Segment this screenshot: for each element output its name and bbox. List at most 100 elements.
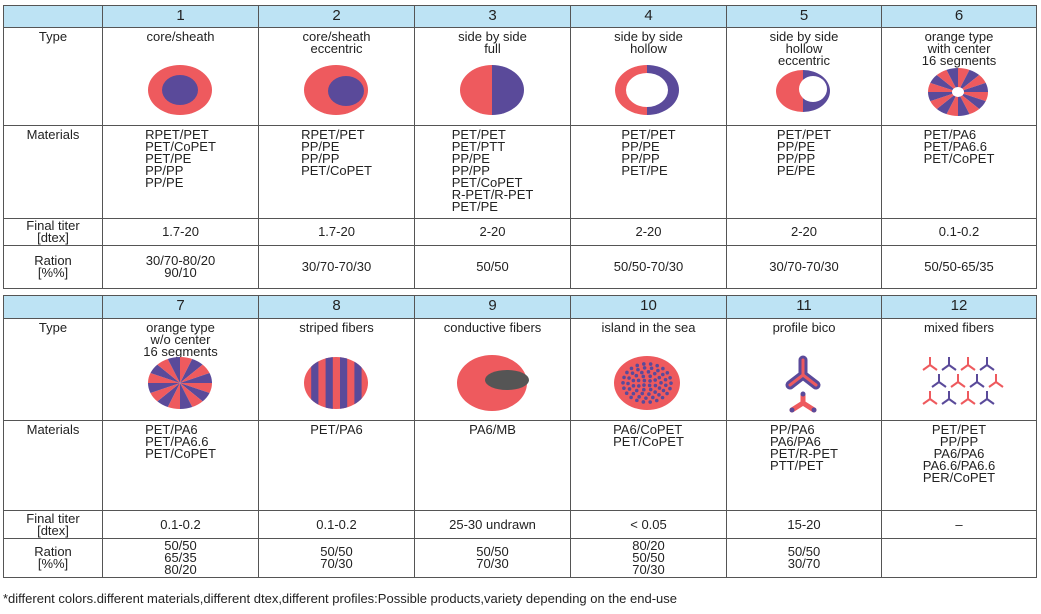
cell-text: 30/70-70/30 bbox=[301, 259, 372, 274]
cell-text: 50/50-65/35 bbox=[924, 259, 994, 274]
cell-text: 2-20 bbox=[635, 224, 662, 239]
cell: 50/50 65/35 80/20 bbox=[102, 538, 259, 578]
cell-text: 1.7-20 bbox=[318, 224, 355, 239]
cell-text: 0.1-0.2 bbox=[316, 516, 357, 532]
column-header: 2 bbox=[258, 5, 415, 28]
row: Type core/sheath core/sheath eccentric side… bbox=[3, 27, 1037, 126]
cell: 1.7-20 bbox=[102, 218, 259, 246]
row-label: Ration [%%] bbox=[3, 245, 103, 289]
cell-text: 80/20 50/50 70/30 bbox=[632, 538, 665, 577]
row: Materials RPET/PET PET/CoPET PET/PE PP/PP… bbox=[3, 125, 1037, 219]
cell-text: 50/50-70/30 bbox=[613, 259, 684, 274]
cell-text: 0.1-0.2 bbox=[938, 224, 980, 239]
cell-text: PP/PA6 PA6/PA6 PET/R-PET PTT/PET bbox=[770, 422, 838, 473]
column-header: 6 bbox=[881, 5, 1037, 28]
cell: PET/PA6 PET/PA6.6 PET/CoPET bbox=[102, 420, 259, 511]
cell-text: striped fibers bbox=[299, 320, 374, 335]
cell-text: 50/50 70/30 bbox=[320, 544, 353, 571]
cell: 25-30 undrawn bbox=[414, 510, 571, 539]
cell-text: – bbox=[955, 516, 963, 532]
cell-text: core/sheath bbox=[146, 29, 215, 44]
column-header: 1 bbox=[102, 5, 259, 28]
cell: conductive fibers bbox=[414, 318, 571, 421]
row-label: Type bbox=[3, 27, 103, 126]
cell-text: PA6/CoPET PET/CoPET bbox=[613, 422, 684, 449]
cell: 50/50 70/30 bbox=[258, 538, 415, 578]
cell: < 0.05 bbox=[570, 510, 727, 539]
cell: 30/70-70/30 bbox=[258, 245, 415, 289]
cell-text: side by side hollow eccentric bbox=[769, 29, 839, 68]
cell-text: PET/PET PP/PE PP/PP PE/PE bbox=[776, 127, 832, 178]
cell-text: side by side hollow bbox=[614, 29, 683, 56]
cell-text: 25-30 undrawn bbox=[449, 516, 536, 532]
cell-text: mixed fibers bbox=[923, 320, 995, 335]
column-header: 8 bbox=[258, 295, 415, 319]
cell-text: PET/PET PP/PE PP/PP PET/PE bbox=[621, 127, 676, 178]
cell-text: 0.1-0.2 bbox=[160, 516, 201, 532]
cell-text: PET/PA6 PET/PA6.6 PET/CoPET bbox=[145, 422, 216, 461]
cell: 1.7-20 bbox=[258, 218, 415, 246]
row: Type orange type w/o center 16 segments st… bbox=[3, 318, 1037, 421]
cell: PET/PET PP/PP PA6/PA6 PA6.6/PA6.6 PER/Co… bbox=[881, 420, 1037, 511]
cell: 80/20 50/50 70/30 bbox=[570, 538, 727, 578]
cell: 50/50-70/30 bbox=[570, 245, 727, 289]
cell: RPET/PET PP/PE PP/PP PET/CoPET bbox=[258, 125, 415, 219]
column-header: 4 bbox=[570, 5, 727, 28]
cell: island in the sea bbox=[570, 318, 727, 421]
cell-text: conductive fibers bbox=[443, 320, 542, 335]
cell-text: 1.7-20 bbox=[162, 224, 199, 239]
cell: 2-20 bbox=[570, 218, 727, 246]
cell-text: 50/50 70/30 bbox=[476, 544, 509, 571]
cell-text: PET/PA6 bbox=[310, 422, 363, 437]
cell: orange type with center 16 segments bbox=[881, 27, 1037, 126]
cell-text: RPET/PET PP/PE PP/PP PET/CoPET bbox=[301, 127, 372, 178]
cell: mixed fibers bbox=[881, 318, 1037, 421]
cell: 15-20 bbox=[726, 510, 882, 539]
cell: PP/PA6 PA6/PA6 PET/R-PET PTT/PET bbox=[726, 420, 882, 511]
cell-text: PET/PA6 PET/PA6.6 PET/CoPET bbox=[923, 127, 995, 166]
table: 7 8 9 10 11 12 Type orange type w/o center 16 s… bbox=[3, 295, 1037, 578]
cell: 50/50 70/30 bbox=[414, 538, 571, 578]
column-header: 3 bbox=[414, 5, 571, 28]
row: Ration [%%] 50/50 65/35 80/20 50/50 70/30 5… bbox=[3, 538, 1037, 578]
row-label: Ration [%%] bbox=[3, 538, 103, 578]
cell-text: side by side full bbox=[458, 29, 527, 56]
row-label: Final titer [dtex] bbox=[3, 218, 103, 246]
cell bbox=[881, 538, 1037, 578]
cell-text: 2-20 bbox=[790, 224, 818, 239]
row-label: Materials bbox=[3, 420, 103, 511]
cell-text: 30/70-80/20 90/10 bbox=[145, 253, 216, 280]
cell: 50/50 bbox=[414, 245, 571, 289]
column-header: 11 bbox=[726, 295, 882, 319]
cell: 30/70-80/20 90/10 bbox=[102, 245, 259, 289]
footnote: *different colors.different materials,di… bbox=[3, 591, 677, 606]
cell: PET/PA6 PET/PA6.6 PET/CoPET bbox=[881, 125, 1037, 219]
cell-text: core/sheath eccentric bbox=[302, 29, 371, 56]
cell: side by side hollow eccentric bbox=[726, 27, 882, 126]
cell-text: PA6/MB bbox=[469, 422, 516, 437]
cell-text: 30/70-70/30 bbox=[769, 259, 839, 274]
cell-text: 50/50 30/70 bbox=[787, 544, 821, 571]
cell: PET/PET PET/PTT PP/PE PP/PP PET/CoPET R-… bbox=[414, 125, 571, 219]
cell: 0.1-0.2 bbox=[102, 510, 259, 539]
header-row: 7 8 9 10 11 12 bbox=[3, 295, 1037, 319]
cell: PET/PA6 bbox=[258, 420, 415, 511]
cell: PA6/CoPET PET/CoPET bbox=[570, 420, 727, 511]
cell-text: orange type with center 16 segments bbox=[921, 29, 997, 68]
cell: core/sheath bbox=[102, 27, 259, 126]
cell-text: profile bico bbox=[772, 320, 836, 335]
cell-text: < 0.05 bbox=[630, 516, 667, 532]
column-header: 9 bbox=[414, 295, 571, 319]
cell: orange type w/o center 16 segments bbox=[102, 318, 259, 421]
cell-text: RPET/PET PET/CoPET PET/PE PP/PP PP/PE bbox=[145, 127, 216, 190]
cell: 2-20 bbox=[414, 218, 571, 246]
cell-text: island in the sea bbox=[601, 320, 696, 335]
cell: 2-20 bbox=[726, 218, 882, 246]
row: Ration [%%] 30/70-80/20 90/10 30/70-70/30 5… bbox=[3, 245, 1037, 289]
cell: PET/PET PP/PE PP/PP PE/PE bbox=[726, 125, 882, 219]
column-header: 12 bbox=[881, 295, 1037, 319]
corner-cell bbox=[3, 295, 103, 319]
cell: PA6/MB bbox=[414, 420, 571, 511]
